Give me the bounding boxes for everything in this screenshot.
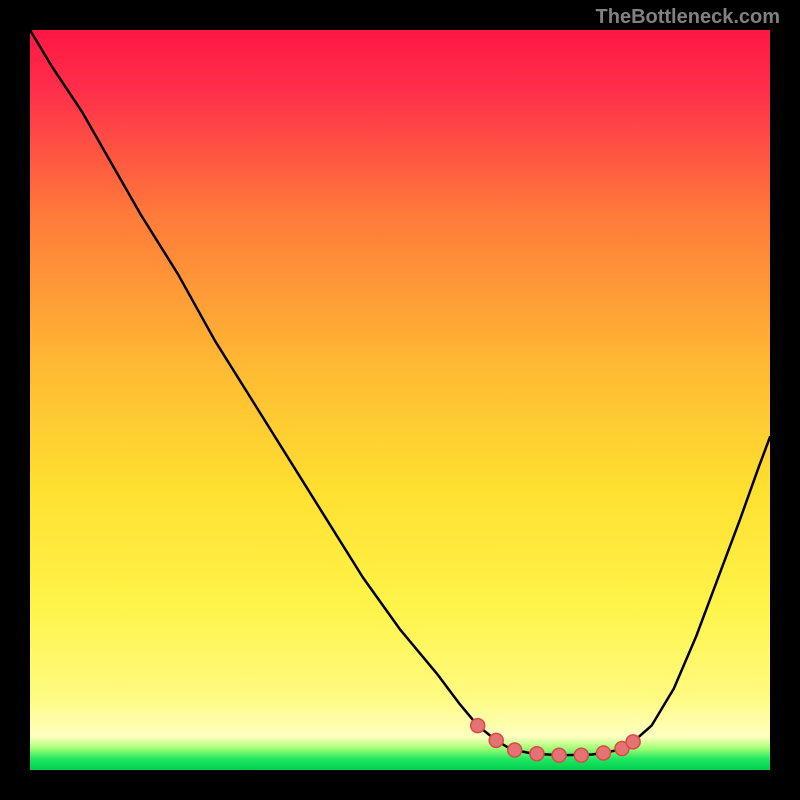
marker-point: [530, 747, 544, 761]
watermark-text: TheBottleneck.com: [596, 6, 780, 29]
marker-point: [489, 733, 503, 747]
bottleneck-curve: [30, 30, 770, 770]
plot-area: [30, 30, 770, 770]
marker-point: [574, 748, 588, 762]
marker-point: [552, 748, 566, 762]
marker-point: [471, 719, 485, 733]
marker-point: [508, 743, 522, 757]
marker-point: [626, 735, 640, 749]
marker-point: [597, 746, 611, 760]
